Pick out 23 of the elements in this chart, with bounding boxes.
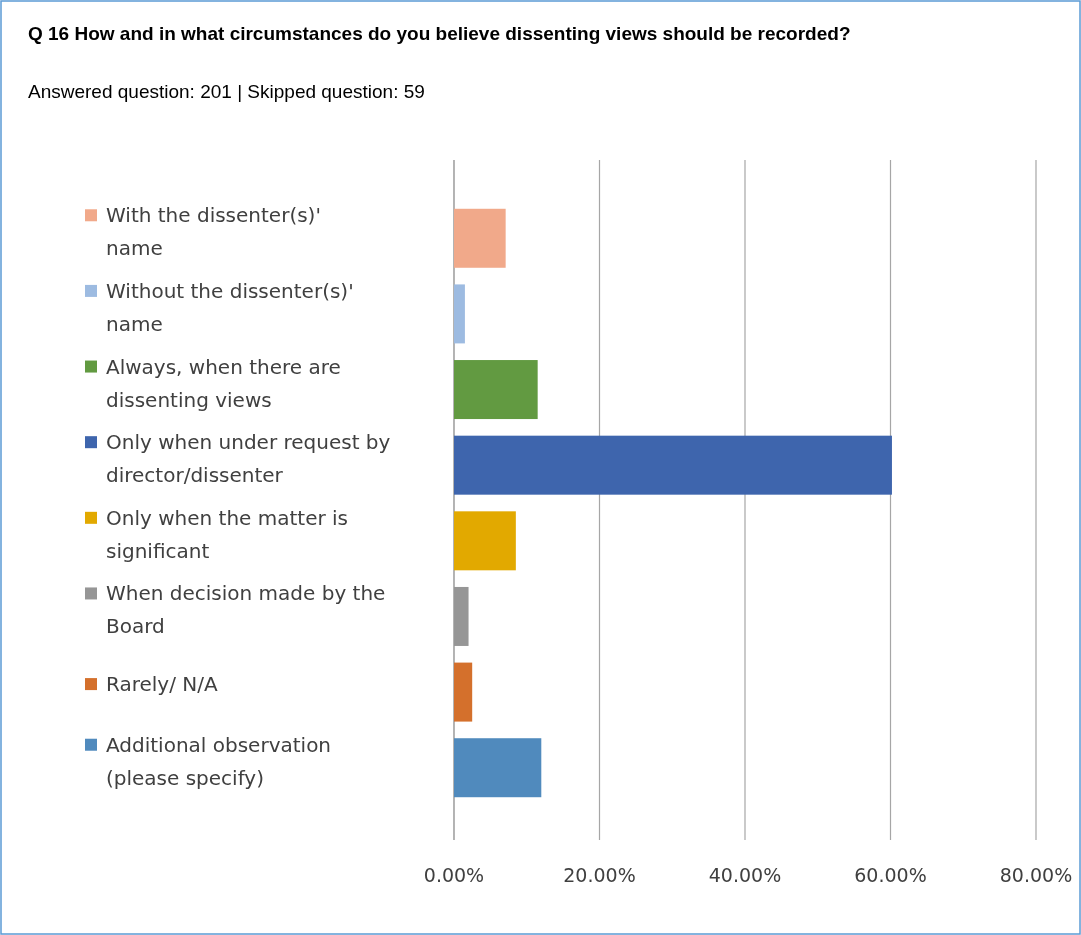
chart-title: Q 16 How and in what circumstances do you believe dissenting views should be recorded? [28, 23, 851, 44]
x-tick-label: 20.00% [563, 864, 636, 886]
bar [454, 662, 473, 722]
x-tick-label: 40.00% [708, 864, 782, 886]
legend-label: Additional observation (please specify) [106, 732, 332, 790]
bar [454, 360, 538, 420]
bar [454, 586, 469, 646]
legend-label: When decision made by the Board [106, 581, 386, 639]
bar [454, 284, 465, 344]
legend-label: With the dissenter(s)' name [106, 203, 321, 261]
bar [454, 511, 516, 571]
x-tick-label: 0.00% [423, 864, 485, 886]
legend-label: Without the dissenter(s)' name [106, 278, 354, 336]
text: Answered question: 201 | Skipped question: 59 [28, 81, 425, 102]
bar [454, 738, 542, 798]
legend-label: Only when the matter is significant [106, 505, 349, 563]
legend-label: Always, when there are dissenting views [106, 354, 341, 412]
legend-label: Only when under request by director/dissenter [106, 430, 391, 488]
x-tick-label: 80.00% [999, 864, 1073, 886]
bar [454, 435, 892, 495]
legend-label: Rarely/ N/A [106, 672, 218, 697]
bar [454, 208, 506, 268]
x-tick-label: 60.00% [854, 864, 927, 886]
